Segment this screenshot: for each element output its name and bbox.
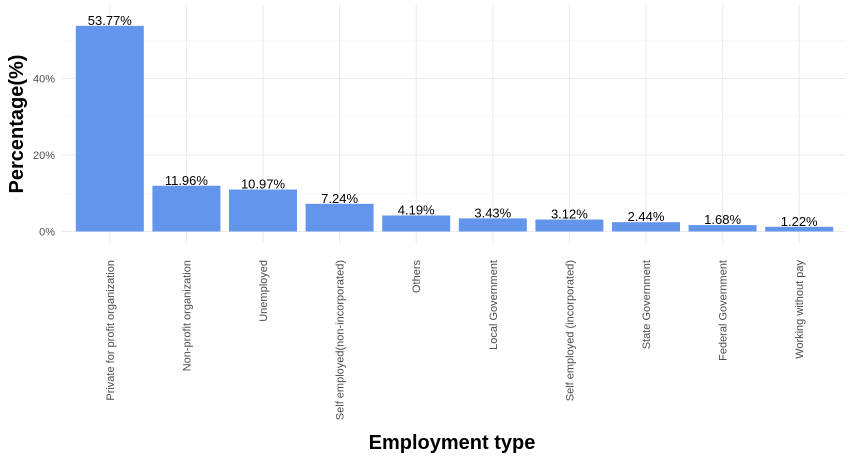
x-tick-label: Federal Government [718,260,730,361]
bar [152,185,221,232]
bar [688,225,757,232]
bar-value-label: 11.96% [165,173,209,188]
x-tick-label: Working without pay [794,260,806,359]
bar [382,215,451,232]
bar [229,189,297,232]
bar-value-label: 53.77% [88,13,133,28]
y-axis-ticks: 0% 20% 40% [33,74,55,239]
data-label-layer: 53.77% 11.96% 10.97% 7.24% 4.19% 3.43% 3.12% 2.… [88,13,818,229]
x-tick-label: Self employed (incorporated) [564,260,576,401]
x-tick-label: Self employed(non-incorporated) [335,260,347,420]
bar [765,226,834,232]
x-axis-ticks: Private for profit organization Non-profi… [105,260,806,421]
bar-value-label: 10.97% [241,177,286,192]
bar [612,222,680,232]
y-tick-label: 0% [39,227,55,239]
x-tick-label: State Government [641,260,653,349]
bar [305,203,374,232]
y-tick-label: 40% [33,74,55,86]
x-axis-title: Employment type [369,432,536,454]
x-tick-label: Local Government [488,260,500,350]
grid-layer [62,5,845,243]
y-axis-title: Percentage(%) [6,55,28,194]
bar-value-label: 1.68% [704,212,741,227]
bar-layer [75,25,834,232]
bar-value-label: 2.44% [628,209,665,224]
bar-value-label: 7.24% [321,191,358,206]
x-tick-label: Unemployed [258,260,270,322]
x-tick-label: Non-profit organization [181,260,193,371]
bar-value-label: 4.19% [398,202,435,217]
x-tick-label: Others [411,260,423,294]
bar [535,219,604,232]
y-tick-label: 20% [33,150,55,162]
bar-value-label: 3.12% [551,207,588,222]
x-tick-label: Private for profit organization [105,260,117,401]
bar [458,218,527,232]
bar-value-label: 1.22% [781,214,818,229]
bar-value-label: 3.43% [474,205,511,220]
bar [75,25,144,232]
